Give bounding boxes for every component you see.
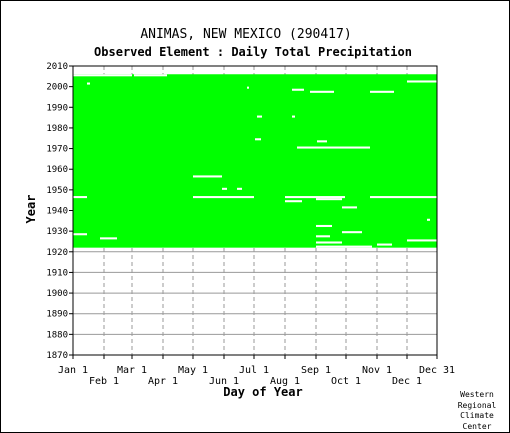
x-tick-label: Feb 1 [89, 376, 119, 387]
y-tick-label: 1940 [46, 207, 68, 217]
missing-data-gap [237, 187, 242, 190]
missing-data-gap [310, 90, 334, 93]
x-tick-label: Mar 1 [117, 365, 147, 376]
credit-line: Center [462, 421, 492, 431]
missing-data-gap [316, 241, 342, 244]
x-tick-label: Oct 1 [331, 376, 361, 387]
x-tick-label: Aug 1 [270, 376, 300, 387]
y-tick-label: 2010 [46, 62, 68, 72]
missing-data-gap [342, 206, 357, 209]
missing-data-gap [193, 196, 254, 199]
x-tick-label: Jan 1 [58, 365, 88, 376]
missing-data-gap [316, 245, 372, 248]
y-tick-label: 1870 [46, 351, 68, 361]
y-tick-label: 1900 [46, 289, 68, 299]
missing-data-gap [342, 231, 362, 234]
chart-subtitle: Observed Element : Daily Total Precipita… [94, 45, 412, 59]
missing-data-gap [297, 146, 370, 149]
y-tick-label: 1970 [46, 145, 68, 155]
missing-data-gap [370, 90, 394, 93]
y-tick-label: 2000 [46, 83, 68, 93]
x-tick-label: Jul 1 [239, 365, 269, 376]
missing-data-gap [407, 239, 437, 242]
wrcc-credit: Western Regional Climate Center [447, 390, 507, 432]
y-axis-label: Year [24, 195, 38, 224]
missing-data-gap [370, 196, 402, 199]
missing-data-gap [427, 218, 430, 221]
missing-data-gap [402, 196, 437, 199]
missing-data-gap [134, 74, 167, 77]
x-tick-label: Apr 1 [148, 376, 178, 387]
missing-data-gap [285, 196, 345, 199]
missing-data-gap [73, 74, 132, 77]
x-axis-label: Day of Year [223, 385, 302, 399]
missing-data-gap [247, 86, 249, 89]
missing-data-gap [87, 82, 90, 85]
y-tick-label: 1920 [46, 248, 68, 258]
y-tick-label: 1880 [46, 330, 68, 340]
missing-data-gap [316, 235, 330, 238]
credit-line: Western [460, 390, 494, 399]
y-tick-label: 1890 [46, 310, 68, 320]
x-tick-label: Sep 1 [301, 365, 331, 376]
missing-data-gap [292, 115, 295, 118]
y-tick-label: 1990 [46, 103, 68, 113]
y-tick-label: 1960 [46, 165, 68, 175]
chart-title: ANIMAS, NEW MEXICO (290417) [140, 27, 351, 42]
y-tick-label: 1950 [46, 186, 68, 196]
missing-data-gap [193, 175, 222, 178]
missing-data-gap [285, 200, 302, 203]
missing-data-gap [377, 243, 392, 246]
credit-line: Regional [457, 400, 497, 410]
missing-data-gap [255, 138, 261, 141]
x-tick-label: Nov 1 [362, 365, 392, 376]
missing-data-gap [73, 196, 87, 199]
missing-data-gap [317, 140, 327, 143]
y-tick-label: 1930 [46, 227, 68, 237]
y-tick-label: 1910 [46, 268, 68, 278]
credit-line: Climate [460, 411, 494, 420]
missing-data-gap [257, 115, 262, 118]
missing-data-gap [222, 187, 227, 190]
x-tick-label: May 1 [178, 365, 208, 376]
x-tick-label: Dec 31 [419, 365, 455, 376]
missing-data-gap [316, 198, 342, 201]
y-tick-label: 1980 [46, 124, 68, 134]
data-coverage-block [73, 74, 437, 248]
missing-data-gap [407, 80, 437, 83]
x-tick-label: Jun 1 [209, 376, 239, 387]
missing-data-gap [316, 224, 332, 228]
missing-data-gap [292, 88, 304, 91]
missing-data-gap [73, 233, 87, 236]
missing-data-gap [100, 237, 117, 240]
x-tick-label: Dec 1 [392, 376, 422, 387]
